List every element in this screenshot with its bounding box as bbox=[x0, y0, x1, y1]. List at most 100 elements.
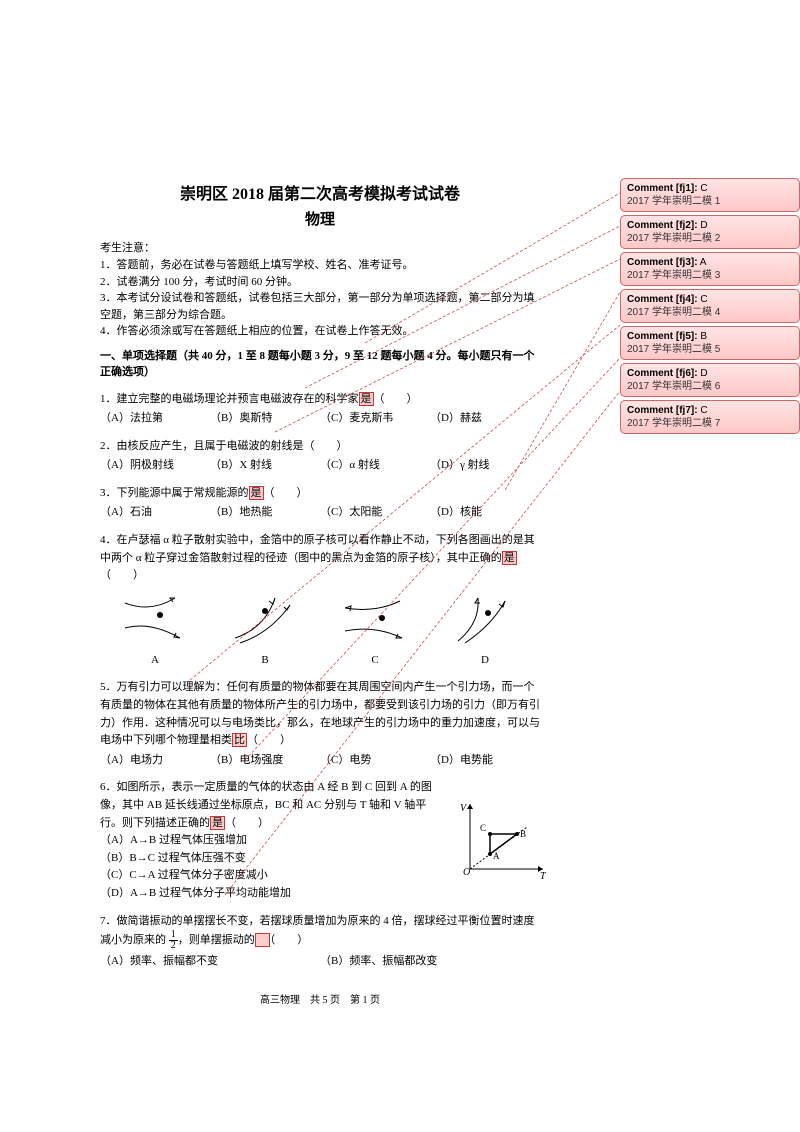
comment-5[interactable]: Comment [fj5]: B 2017 学年崇明二模 5 bbox=[620, 326, 800, 360]
q7-frac-den: 2 bbox=[169, 941, 178, 951]
q2-text: 2．由核反应产生，且属于电磁波的射线是 bbox=[100, 440, 304, 452]
q7-text2: ，则单摆振动的 bbox=[178, 934, 255, 946]
q3-opt-b: （B）地热能 bbox=[210, 504, 320, 522]
q2-opt-b: （B）X 射线 bbox=[210, 457, 320, 475]
question-4: 4．在卢瑟福 α 粒子散射实验中，金箔中的原子核可以看作静止不动，下列各图画出的… bbox=[100, 532, 540, 669]
q5-opt-c: （C）电势 bbox=[320, 752, 430, 770]
comment-5-head: Comment [fj5]: bbox=[627, 331, 698, 342]
comment-4-ans: C bbox=[700, 294, 707, 305]
q3-mark: 是 bbox=[249, 486, 264, 500]
svg-text:B: B bbox=[520, 829, 526, 839]
q1-opt-d: （D）赫兹 bbox=[430, 410, 540, 428]
comment-4[interactable]: Comment [fj4]: C 2017 学年崇明二模 4 bbox=[620, 289, 800, 323]
q5-text: 5．万有引力可以理解为：任何有质量的物体都要在其周围空间内产生一个引力场，而一个… bbox=[100, 681, 540, 746]
scatter-diagram-b-icon bbox=[230, 593, 300, 648]
q4-diagrams: A B C bbox=[100, 593, 540, 670]
comment-2-ans: D bbox=[700, 220, 707, 231]
q7-mark bbox=[255, 933, 270, 947]
q6-blank: （ ） bbox=[225, 817, 269, 829]
page-footer: 高三物理 共 5 页 第 1 页 bbox=[100, 991, 540, 1006]
q4-label-b: B bbox=[225, 652, 305, 670]
svg-text:C: C bbox=[480, 823, 486, 833]
q3-blank: （ ） bbox=[264, 487, 308, 499]
q2-blank: （ ） bbox=[304, 440, 348, 452]
question-5: 5．万有引力可以理解为：任何有质量的物体都要在其周围空间内产生一个引力场，而一个… bbox=[100, 679, 540, 769]
comment-1-body: 2017 学年崇明二模 1 bbox=[627, 196, 720, 207]
q5-opt-b: （B）电场强度 bbox=[210, 752, 320, 770]
q1-opt-b: （B）奥斯特 bbox=[210, 410, 320, 428]
q3-opt-a: （A）石油 bbox=[100, 504, 210, 522]
q4-text: 4．在卢瑟福 α 粒子散射实验中，金箔中的原子核可以看作静止不动，下列各图画出的… bbox=[100, 534, 535, 564]
q6-opt-a: （A）A→B 过程气体压强增加 bbox=[100, 832, 440, 850]
q4-diagram-b: B bbox=[225, 593, 305, 670]
comment-7[interactable]: Comment [fj7]: C 2017 学年崇明二模 7 bbox=[620, 400, 800, 434]
notice-3: 3．本考试分设试卷和答题纸，试卷包括三大部分，第一部分为单项选择题，第二部分为填… bbox=[100, 290, 540, 323]
q4-label-c: C bbox=[335, 652, 415, 670]
comment-1-head: Comment [fj1]: bbox=[627, 183, 698, 194]
vt-graph-icon: A B C O T V bbox=[455, 799, 550, 884]
q5-blank: （ ） bbox=[247, 734, 291, 746]
comment-6-body: 2017 学年崇明二模 6 bbox=[627, 381, 720, 392]
svg-text:V: V bbox=[460, 803, 468, 814]
notice-4: 4．作答必须涂或写在答题纸上相应的位置，在试卷上作答无效。 bbox=[100, 323, 540, 340]
q7-text1: 7．做简谐振动的单摆摆长不变，若摆球质量增加为原来的 4 倍，摆球经过平衡位置时… bbox=[100, 915, 535, 947]
comment-2-head: Comment [fj2]: bbox=[627, 220, 698, 231]
comment-5-ans: B bbox=[700, 331, 707, 342]
comment-3-body: 2017 学年崇明二模 3 bbox=[627, 270, 720, 281]
q7-opt-a: （A）频率、振幅都不变 bbox=[100, 953, 320, 971]
comment-3-ans: A bbox=[700, 257, 707, 268]
comment-2-body: 2017 学年崇明二模 2 bbox=[627, 233, 720, 244]
exam-title: 崇明区 2018 届第二次高考模拟考试试卷 bbox=[100, 180, 540, 204]
comment-4-body: 2017 学年崇明二模 4 bbox=[627, 307, 720, 318]
svg-text:A: A bbox=[493, 851, 500, 861]
comment-2[interactable]: Comment [fj2]: D 2017 学年崇明二模 2 bbox=[620, 215, 800, 249]
section-head: 一、单项选择题（共 40 分，1 至 8 题每小题 3 分，9 至 12 题每小… bbox=[100, 348, 540, 381]
q3-opt-d: （D）核能 bbox=[430, 504, 540, 522]
q7-blank: （ ） bbox=[270, 934, 309, 946]
comment-6[interactable]: Comment [fj6]: D 2017 学年崇明二模 6 bbox=[620, 363, 800, 397]
comment-6-head: Comment [fj6]: bbox=[627, 368, 698, 379]
q7-opt-b: （B）频率、振幅都改变 bbox=[320, 953, 540, 971]
q1-mark: 是 bbox=[359, 392, 374, 406]
comment-7-ans: C bbox=[700, 405, 707, 416]
comment-1[interactable]: Comment [fj1]: C 2017 学年崇明二模 1 bbox=[620, 178, 800, 212]
q1-opt-c: （C）麦克斯韦 bbox=[320, 410, 430, 428]
q4-label-d: D bbox=[445, 652, 525, 670]
notice-1: 1．答题前，务必在试卷与答题纸上填写学校、姓名、准考证号。 bbox=[100, 257, 540, 274]
svg-text:T: T bbox=[540, 871, 547, 882]
q6-opt-c: （C）C→A 过程气体分子密度减小 bbox=[100, 867, 440, 885]
scatter-diagram-a-icon bbox=[120, 593, 190, 648]
notice-2: 2．试卷满分 100 分，考试时间 60 分钟。 bbox=[100, 274, 540, 291]
q6-opt-b: （B）B→C 过程气体压强不变 bbox=[100, 850, 440, 868]
q6-opt-d: （D）A→B 过程气体分子平均动能增加 bbox=[100, 885, 440, 903]
svg-text:O: O bbox=[463, 867, 470, 878]
comment-7-head: Comment [fj7]: bbox=[627, 405, 698, 416]
q2-opt-a: （A）阴极射线 bbox=[100, 457, 210, 475]
q5-opt-d: （D）电势能 bbox=[430, 752, 540, 770]
q3-opt-c: （C）太阳能 bbox=[320, 504, 430, 522]
question-1: 1．建立完整的电磁场理论并预言电磁波存在的科学家是（ ） （A）法拉第 （B）奥… bbox=[100, 391, 540, 428]
q4-blank: （ ） bbox=[100, 569, 144, 581]
q2-opt-d: （D）γ 射线 bbox=[430, 457, 540, 475]
question-2: 2．由核反应产生，且属于电磁波的射线是（ ） （A）阴极射线 （B）X 射线 （… bbox=[100, 438, 540, 475]
scatter-diagram-d-icon bbox=[450, 593, 520, 648]
q7-fraction: 1 2 bbox=[169, 930, 178, 951]
notice-label: 考生注意： bbox=[100, 239, 540, 255]
comment-7-body: 2017 学年崇明二模 7 bbox=[627, 418, 720, 429]
q4-diagram-a: A bbox=[115, 593, 195, 670]
q4-label-a: A bbox=[115, 652, 195, 670]
comments-panel: Comment [fj1]: C 2017 学年崇明二模 1 Comment [… bbox=[620, 178, 800, 437]
comment-3[interactable]: Comment [fj3]: A 2017 学年崇明二模 3 bbox=[620, 252, 800, 286]
question-6: 6．如图所示，表示一定质量的气体的状态由 A 经 B 到 C 回到 A 的图像，… bbox=[100, 779, 540, 902]
q4-diagram-d: D bbox=[445, 593, 525, 670]
q2-opt-c: （C）α 射线 bbox=[320, 457, 430, 475]
comment-3-head: Comment [fj3]: bbox=[627, 257, 698, 268]
comment-6-ans: D bbox=[700, 368, 707, 379]
q1-blank: （ ） bbox=[374, 393, 418, 405]
q5-mark: 比 bbox=[232, 733, 247, 747]
question-7: 7．做简谐振动的单摆摆长不变，若摆球质量增加为原来的 4 倍，摆球经过平衡位置时… bbox=[100, 913, 540, 971]
q1-opt-a: （A）法拉第 bbox=[100, 410, 210, 428]
scatter-diagram-c-icon bbox=[340, 593, 410, 648]
comment-1-ans: C bbox=[700, 183, 707, 194]
q4-diagram-c: C bbox=[335, 593, 415, 670]
